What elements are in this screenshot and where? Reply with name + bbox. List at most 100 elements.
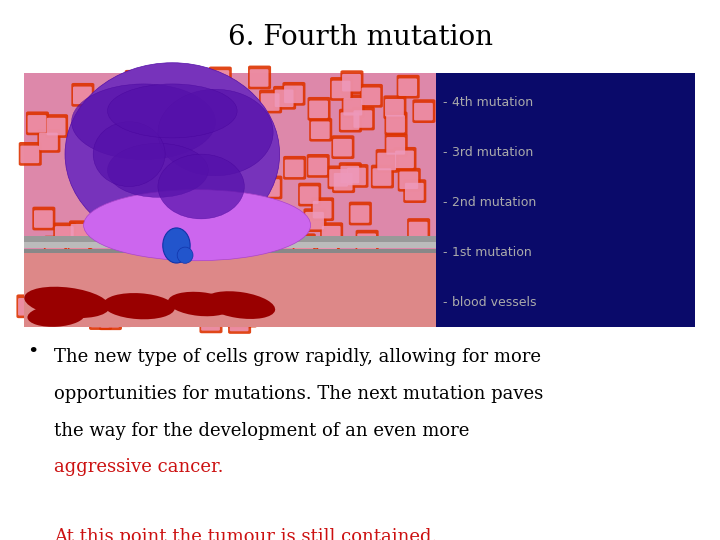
FancyBboxPatch shape — [83, 125, 106, 149]
FancyBboxPatch shape — [138, 164, 161, 188]
FancyBboxPatch shape — [91, 310, 109, 327]
FancyBboxPatch shape — [166, 198, 189, 222]
FancyBboxPatch shape — [312, 201, 331, 219]
FancyBboxPatch shape — [262, 276, 285, 300]
FancyBboxPatch shape — [130, 256, 148, 273]
FancyBboxPatch shape — [37, 129, 60, 153]
FancyBboxPatch shape — [210, 206, 233, 230]
Ellipse shape — [93, 122, 165, 186]
FancyBboxPatch shape — [104, 106, 123, 123]
FancyBboxPatch shape — [77, 127, 96, 144]
FancyBboxPatch shape — [20, 146, 39, 163]
FancyBboxPatch shape — [238, 242, 261, 266]
FancyBboxPatch shape — [209, 110, 228, 127]
FancyBboxPatch shape — [187, 243, 210, 267]
FancyBboxPatch shape — [360, 84, 383, 107]
Bar — [24, 251, 436, 327]
FancyBboxPatch shape — [291, 279, 310, 297]
FancyBboxPatch shape — [47, 118, 66, 136]
FancyBboxPatch shape — [330, 77, 353, 101]
FancyBboxPatch shape — [403, 179, 426, 203]
FancyBboxPatch shape — [207, 279, 226, 296]
FancyBboxPatch shape — [70, 248, 93, 272]
FancyBboxPatch shape — [385, 99, 404, 117]
FancyBboxPatch shape — [109, 185, 132, 208]
FancyBboxPatch shape — [359, 289, 377, 307]
FancyBboxPatch shape — [141, 272, 164, 296]
FancyBboxPatch shape — [217, 185, 235, 203]
FancyBboxPatch shape — [184, 161, 207, 185]
FancyBboxPatch shape — [204, 200, 227, 224]
FancyBboxPatch shape — [18, 298, 37, 315]
FancyBboxPatch shape — [113, 228, 132, 245]
FancyBboxPatch shape — [53, 222, 76, 246]
FancyBboxPatch shape — [164, 279, 187, 302]
FancyBboxPatch shape — [250, 69, 269, 87]
FancyBboxPatch shape — [413, 99, 436, 123]
Text: aggressive cancer.: aggressive cancer. — [54, 458, 223, 476]
FancyBboxPatch shape — [89, 306, 112, 330]
FancyBboxPatch shape — [128, 302, 151, 326]
FancyBboxPatch shape — [309, 100, 328, 118]
FancyBboxPatch shape — [384, 133, 408, 157]
FancyBboxPatch shape — [300, 186, 318, 204]
FancyBboxPatch shape — [159, 106, 182, 130]
FancyBboxPatch shape — [324, 286, 347, 310]
FancyBboxPatch shape — [304, 208, 327, 232]
FancyBboxPatch shape — [259, 176, 282, 199]
FancyBboxPatch shape — [237, 120, 256, 138]
FancyBboxPatch shape — [55, 226, 73, 244]
Text: -: - — [442, 146, 446, 159]
FancyBboxPatch shape — [204, 148, 223, 166]
FancyBboxPatch shape — [230, 314, 248, 331]
FancyBboxPatch shape — [316, 245, 339, 268]
FancyBboxPatch shape — [397, 168, 420, 192]
FancyBboxPatch shape — [219, 244, 242, 268]
FancyBboxPatch shape — [71, 305, 90, 322]
FancyBboxPatch shape — [343, 98, 362, 116]
FancyBboxPatch shape — [328, 165, 351, 189]
FancyBboxPatch shape — [39, 133, 58, 150]
FancyBboxPatch shape — [34, 210, 53, 228]
FancyBboxPatch shape — [395, 151, 414, 168]
FancyBboxPatch shape — [258, 268, 276, 286]
FancyBboxPatch shape — [161, 251, 184, 275]
FancyBboxPatch shape — [70, 301, 93, 325]
FancyBboxPatch shape — [188, 113, 207, 130]
FancyBboxPatch shape — [275, 90, 294, 107]
Ellipse shape — [158, 154, 244, 219]
FancyBboxPatch shape — [261, 179, 280, 197]
FancyBboxPatch shape — [228, 241, 251, 265]
FancyBboxPatch shape — [111, 188, 130, 206]
FancyBboxPatch shape — [342, 74, 361, 91]
FancyBboxPatch shape — [294, 237, 313, 254]
Text: -: - — [442, 246, 446, 259]
Text: the way for the development of an even more: the way for the development of an even m… — [54, 422, 469, 440]
Ellipse shape — [177, 247, 193, 264]
FancyBboxPatch shape — [357, 286, 380, 309]
FancyBboxPatch shape — [298, 183, 321, 206]
FancyBboxPatch shape — [205, 204, 224, 221]
FancyBboxPatch shape — [99, 306, 122, 330]
Ellipse shape — [204, 291, 275, 319]
Ellipse shape — [24, 287, 109, 318]
FancyBboxPatch shape — [44, 267, 63, 284]
FancyBboxPatch shape — [354, 110, 372, 128]
FancyBboxPatch shape — [235, 117, 258, 141]
FancyBboxPatch shape — [111, 224, 134, 248]
FancyBboxPatch shape — [376, 149, 399, 173]
FancyBboxPatch shape — [17, 294, 40, 318]
FancyBboxPatch shape — [284, 85, 303, 103]
FancyBboxPatch shape — [305, 212, 324, 230]
FancyBboxPatch shape — [205, 275, 228, 299]
FancyBboxPatch shape — [197, 127, 220, 151]
FancyBboxPatch shape — [194, 270, 217, 294]
Ellipse shape — [103, 293, 175, 319]
FancyBboxPatch shape — [155, 217, 178, 241]
FancyBboxPatch shape — [38, 252, 61, 276]
FancyBboxPatch shape — [69, 220, 92, 244]
FancyBboxPatch shape — [228, 305, 251, 328]
FancyBboxPatch shape — [248, 65, 271, 89]
FancyBboxPatch shape — [383, 96, 406, 119]
FancyBboxPatch shape — [372, 168, 392, 186]
